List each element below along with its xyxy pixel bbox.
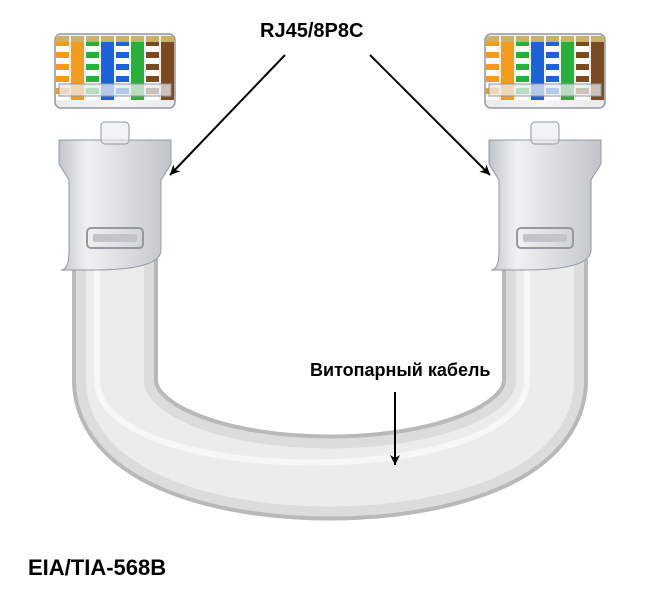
diagram-stage: RJ45/8P8C Витопарный кабель EIA/TIA-568B <box>0 0 665 600</box>
cable-label: Витопарный кабель <box>310 360 490 381</box>
connector-label: RJ45/8P8C <box>260 20 363 43</box>
diagram-svg <box>0 0 665 600</box>
standard-label: EIA/TIA-568B <box>28 555 166 581</box>
